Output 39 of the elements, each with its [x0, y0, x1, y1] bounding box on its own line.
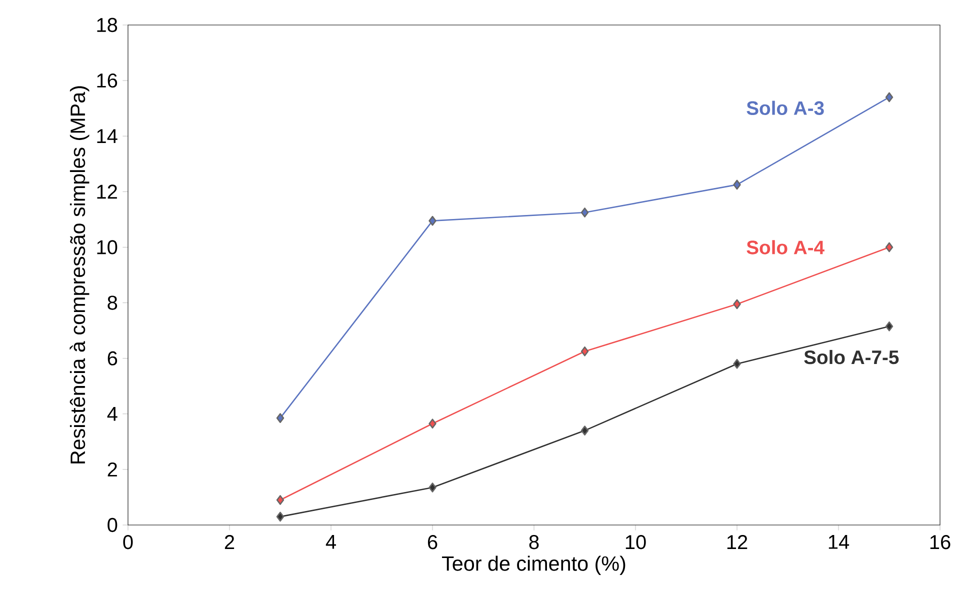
y-tick-label: 6 [108, 351, 118, 366]
y-tick-label: 12 [97, 184, 117, 199]
series-label: Solo A-7-5 [804, 350, 899, 364]
point [580, 208, 589, 218]
point [276, 495, 284, 505]
point [276, 413, 284, 423]
y-tick-label: 8 [108, 296, 118, 310]
y-tick-label: 0 [108, 518, 118, 532]
x-tick-label: 12 [727, 535, 748, 550]
point [885, 321, 894, 332]
point [580, 346, 589, 356]
series-label: Solo A-4 [746, 240, 824, 254]
x-tick-label: 14 [828, 535, 850, 549]
y-tick-label: 2 [108, 462, 117, 476]
y-axis-title: Resistência à compressão simples (MPa) [70, 86, 90, 464]
series-label: Solo A-3 [746, 100, 824, 115]
x-tick-label: 2 [224, 535, 234, 550]
y-tick-label: 18 [97, 18, 118, 32]
y-tick-label: 10 [97, 240, 118, 254]
x-tick-label: 0 [123, 535, 133, 550]
point [733, 180, 741, 190]
x-tick-label: 8 [529, 535, 539, 550]
point [428, 418, 436, 429]
x-tick-label: 6 [428, 535, 438, 550]
x-tick-label: 10 [626, 535, 646, 550]
x-axis-title: Teor de cimento (%) [442, 556, 626, 575]
point [276, 512, 284, 522]
point [428, 216, 436, 226]
y-tick-label: 14 [97, 129, 118, 143]
y-tick-label: 16 [97, 73, 118, 88]
point [885, 92, 894, 102]
point [580, 426, 589, 436]
point [885, 242, 894, 252]
point [733, 358, 741, 369]
point [733, 299, 741, 310]
point [428, 482, 436, 492]
y-tick-label: 4 [107, 407, 118, 421]
x-tick-label: 4 [326, 535, 336, 549]
x-tick-label: 16 [930, 535, 950, 550]
